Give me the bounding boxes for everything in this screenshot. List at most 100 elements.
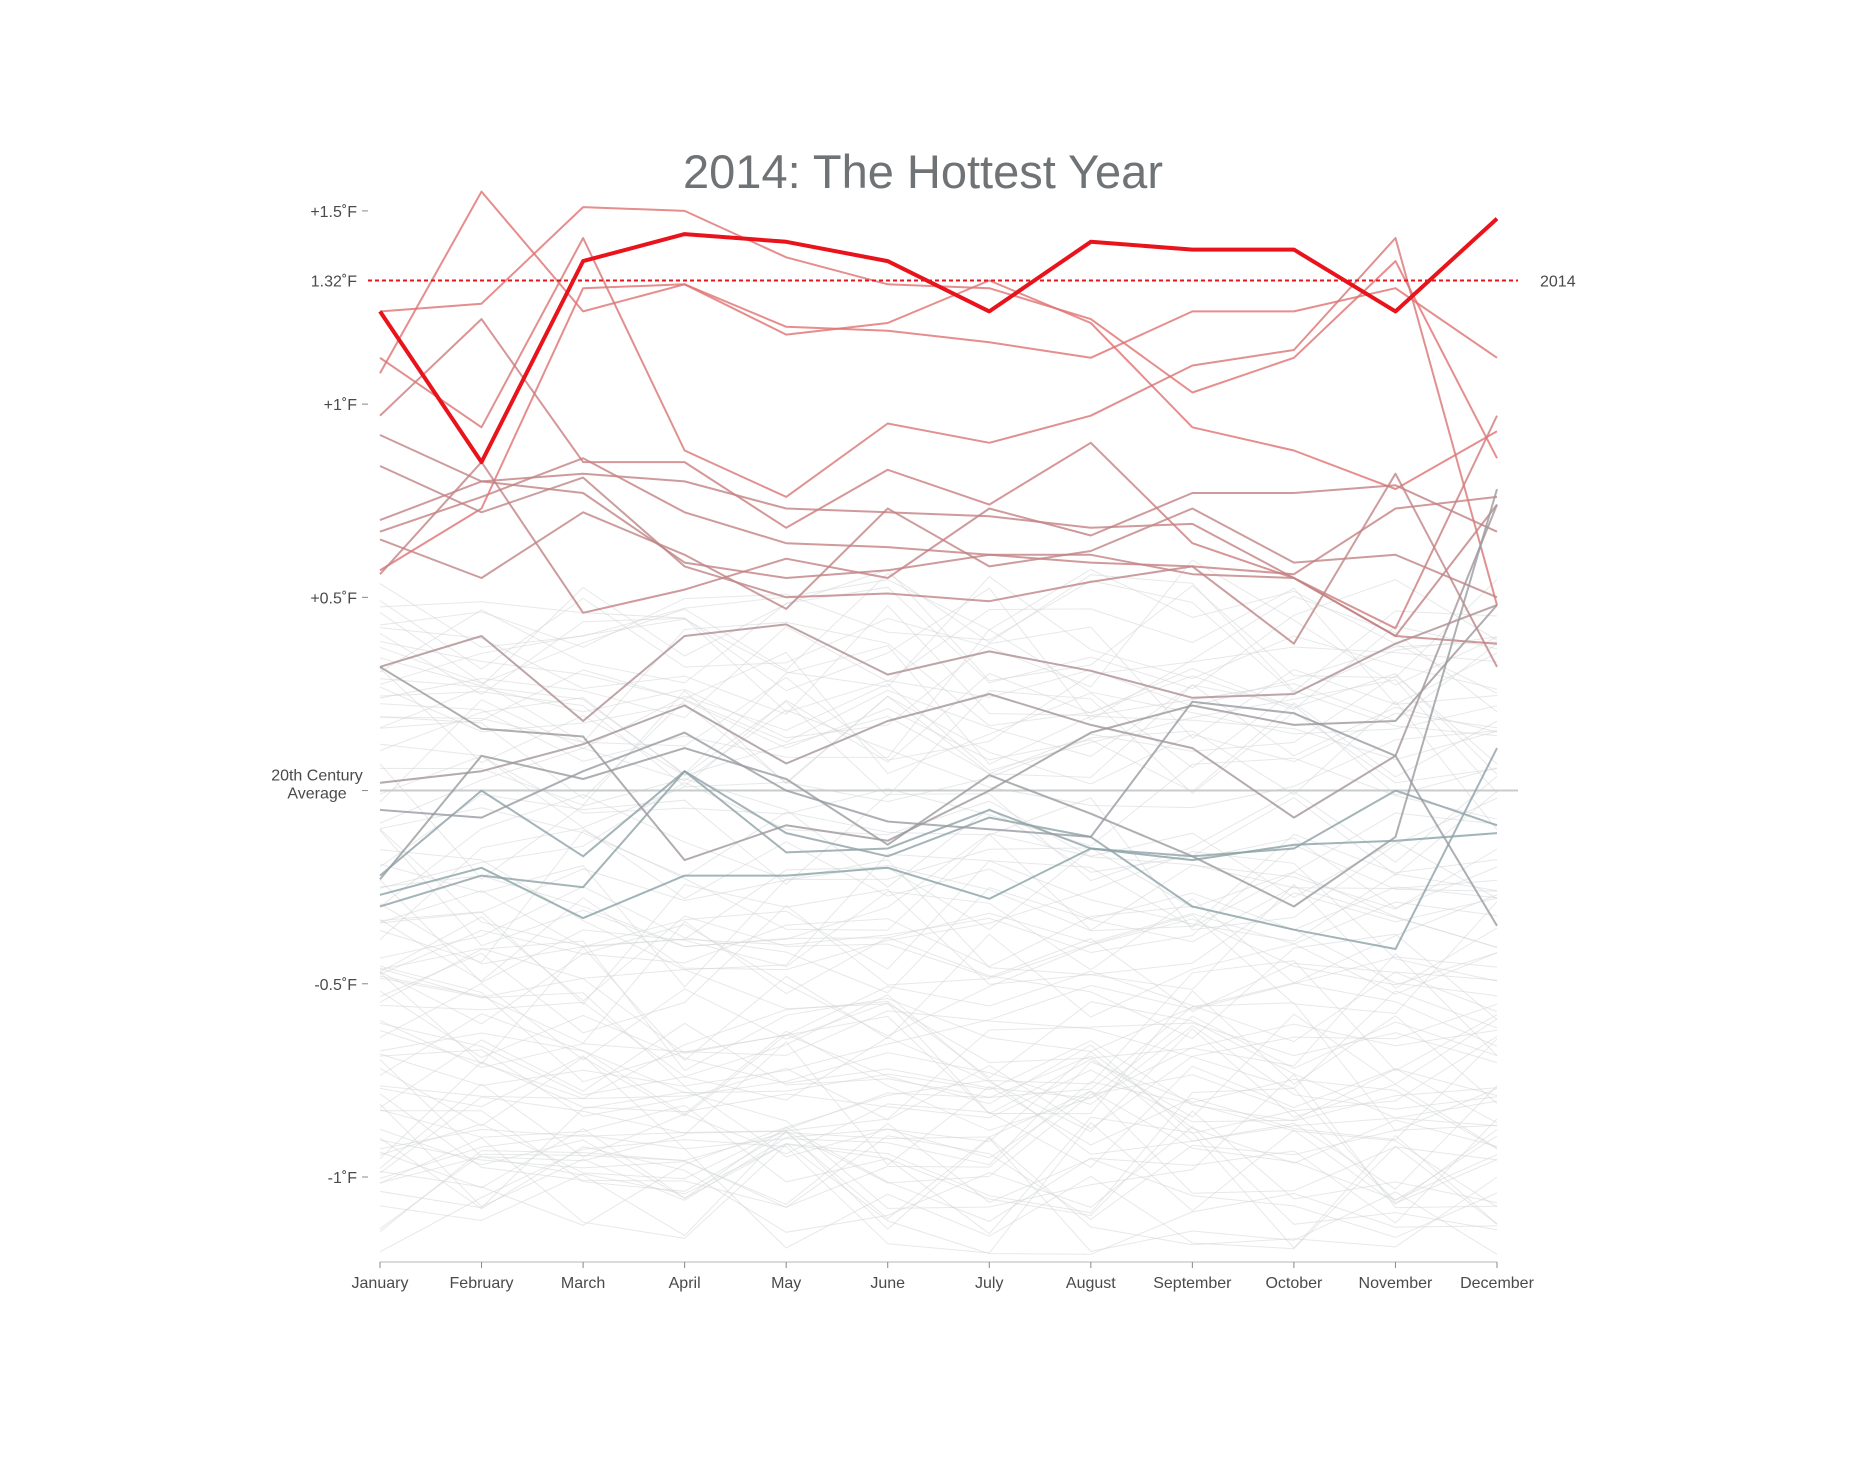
background-line (379, 1055, 1498, 1180)
background-line (379, 879, 1498, 984)
y-tick-label: +1.5˚F (310, 204, 357, 221)
background-line (379, 1025, 1498, 1110)
series-line (379, 465, 1498, 668)
background-line (379, 884, 1498, 1005)
series-line (379, 237, 1498, 606)
background-line (379, 645, 1498, 775)
background-line (379, 793, 1498, 909)
background-line (379, 859, 1498, 991)
background-line (379, 956, 1498, 1087)
background-line (379, 709, 1498, 824)
background-line (379, 797, 1498, 931)
background-line (379, 1051, 1498, 1164)
series-line (379, 461, 1498, 614)
background-line (379, 965, 1498, 1089)
series-line (379, 318, 1498, 630)
background-series-lines (379, 559, 1498, 1255)
background-line (380, 1090, 1498, 1201)
background-line (379, 568, 1498, 694)
background-line (379, 849, 1498, 971)
reference-series-label: 2014 (1540, 273, 1576, 290)
background-line (379, 604, 1498, 722)
x-tick-label: December (1460, 1275, 1534, 1292)
background-line (379, 901, 1498, 1034)
background-line (379, 668, 1498, 776)
series-line (379, 457, 1498, 576)
background-line (379, 1013, 1498, 1118)
background-line (379, 947, 1498, 1054)
x-tick-label: January (352, 1275, 409, 1292)
x-tick-label: July (975, 1275, 1003, 1292)
background-line (379, 1003, 1498, 1130)
series-line (379, 604, 1498, 722)
background-line (379, 960, 1498, 1085)
background-line (379, 990, 1498, 1099)
background-line (379, 587, 1498, 721)
background-line (379, 628, 1498, 762)
background-line (379, 905, 1498, 997)
x-tick-label: June (870, 1275, 905, 1292)
series-line (379, 190, 1498, 491)
background-line (379, 1090, 1498, 1208)
background-line (379, 700, 1498, 800)
background-line (379, 646, 1498, 761)
background-line (379, 775, 1498, 885)
background-line (379, 1104, 1498, 1217)
series-line (379, 472, 1498, 645)
background-line (379, 576, 1498, 690)
background-line (379, 1074, 1498, 1202)
series-line (379, 507, 1498, 610)
background-line (379, 641, 1498, 775)
background-line (379, 1013, 1498, 1131)
background-line (379, 1034, 1498, 1134)
x-tick-label: October (1265, 1275, 1323, 1292)
series-line (379, 747, 1498, 950)
x-tick-label: May (771, 1275, 801, 1292)
background-line (379, 1118, 1498, 1226)
background-line (379, 920, 1498, 1044)
series-line (379, 700, 1498, 927)
background-line (379, 559, 1498, 688)
series-line (379, 770, 1498, 908)
y-axis: +1.5˚F +1˚F +0.5˚F 20th Century Average -0.5˚… (271, 204, 368, 1187)
series-line (379, 604, 1498, 862)
x-tick-label: August (1066, 1275, 1116, 1292)
y-tick-label: 20th Century Average (271, 768, 363, 803)
x-tick-label: April (669, 1275, 701, 1292)
background-line (379, 1122, 1498, 1238)
background-line (379, 587, 1498, 719)
background-line (379, 617, 1498, 713)
background-line (379, 1087, 1498, 1214)
series-line (379, 504, 1498, 819)
y-tick-label: -0.5˚F (314, 977, 357, 994)
background-line (379, 833, 1498, 932)
background-line (379, 781, 1498, 890)
background-line (379, 1055, 1498, 1166)
reference-value-label: 1.32˚F (311, 273, 357, 290)
background-line (379, 667, 1498, 787)
highlight-series (378, 217, 1499, 465)
series-line (379, 832, 1498, 920)
background-line (379, 953, 1498, 1067)
background-line (379, 1142, 1498, 1255)
background-line (379, 1131, 1498, 1248)
background-line (379, 568, 1498, 687)
y-tick-label: +1˚F (324, 397, 358, 414)
background-line (379, 918, 1498, 1037)
x-tick-label: March (561, 1275, 605, 1292)
background-line (379, 1079, 1498, 1199)
chart-title: 2014: The Hottest Year (683, 145, 1163, 198)
background-line (379, 669, 1498, 757)
background-line (379, 1038, 1498, 1166)
background-line (379, 828, 1498, 954)
background-line (379, 886, 1498, 994)
background-line (379, 1073, 1498, 1209)
background-line (379, 1134, 1498, 1250)
background-line (379, 763, 1498, 888)
background-line (379, 579, 1498, 690)
x-axis: January February March April May June July Augu… (352, 1261, 1535, 1292)
background-line (379, 829, 1498, 948)
y-tick-label: +0.5˚F (310, 590, 357, 607)
x-tick-label: September (1153, 1275, 1232, 1292)
